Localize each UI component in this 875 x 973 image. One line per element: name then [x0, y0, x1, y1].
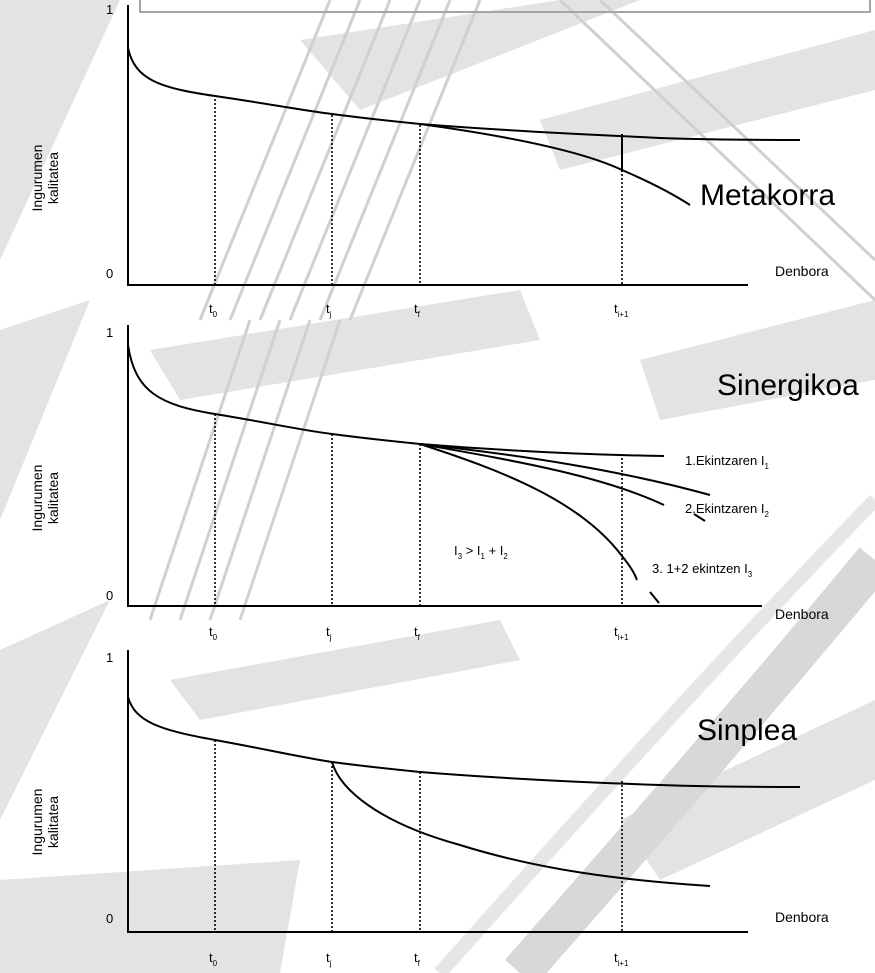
tick-label-tf: tf	[414, 950, 421, 968]
impact-curve-1	[419, 443, 711, 496]
panel-sinergikoa: 1 0 Ingurumen kalitatea Sinergikoa 1.Eki…	[29, 325, 859, 642]
y-axis-label-line1: Ingurumen	[29, 789, 45, 856]
curve-label-3: 3. 1+2 ekintzen I3	[652, 561, 753, 579]
tick-label-tj: tj	[326, 950, 332, 968]
tick-label-tj: tj	[326, 301, 332, 319]
pointer-mark-1	[693, 513, 706, 522]
panel-title: Sinplea	[697, 714, 797, 747]
x-axis-label: Denbora	[775, 909, 829, 925]
y-axis-label-line2: kalitatea	[45, 796, 61, 848]
panel-title: Sinergikoa	[717, 369, 859, 402]
y-top-label: 1	[106, 650, 113, 665]
y-axis-label-line1: Ingurumen	[29, 465, 45, 532]
x-axis-label: Denbora	[775, 606, 829, 622]
y-axis-label-line2: kalitatea	[45, 472, 61, 524]
impact-curve	[331, 761, 711, 887]
y-top-label: 1	[106, 2, 113, 17]
x-axis-label: Denbora	[775, 263, 829, 279]
tick-label-ti1: ti+1	[614, 301, 629, 319]
formula-label: I3 > I1 + I2	[454, 543, 508, 561]
impact-curve-3	[419, 443, 638, 581]
panel-sinplea: 1 0 Ingurumen kalitatea Sinplea Denbora …	[29, 650, 829, 968]
axes	[127, 650, 748, 933]
y-bottom-label: 0	[106, 588, 113, 603]
impact-curve	[419, 123, 691, 206]
tick-label-t0: t0	[209, 624, 218, 642]
panel-metakorra: 1 0 Ingurumen kalitatea Metakorra Denbor…	[29, 2, 835, 319]
y-axis-label-line2: kalitatea	[45, 152, 61, 204]
panel-title: Metakorra	[700, 179, 835, 212]
impact-curve-2	[419, 443, 665, 506]
y-top-label: 1	[106, 325, 113, 340]
y-axis-label-line1: Ingurumen	[29, 145, 45, 212]
baseline-curve	[127, 344, 665, 457]
baseline-curve	[127, 47, 801, 141]
curve-label-1: 1.Ekintzaren I1	[685, 453, 770, 471]
top-box-border	[139, 0, 871, 13]
tick-label-tj: tj	[326, 624, 332, 642]
y-bottom-label: 0	[106, 266, 113, 281]
tick-label-tf: tf	[414, 301, 421, 319]
baseline-curve	[127, 696, 801, 788]
tick-label-ti1: ti+1	[614, 624, 629, 642]
axes	[127, 5, 748, 286]
tick-label-tf: tf	[414, 624, 421, 642]
y-bottom-label: 0	[106, 911, 113, 926]
tick-label-t0: t0	[209, 950, 218, 968]
curve-label-2: 2.Ekintzaren I2	[685, 501, 770, 519]
axes	[127, 325, 762, 607]
pointer-mark-2	[649, 591, 660, 604]
tick-label-ti1: ti+1	[614, 950, 629, 968]
tick-label-t0: t0	[209, 301, 218, 319]
